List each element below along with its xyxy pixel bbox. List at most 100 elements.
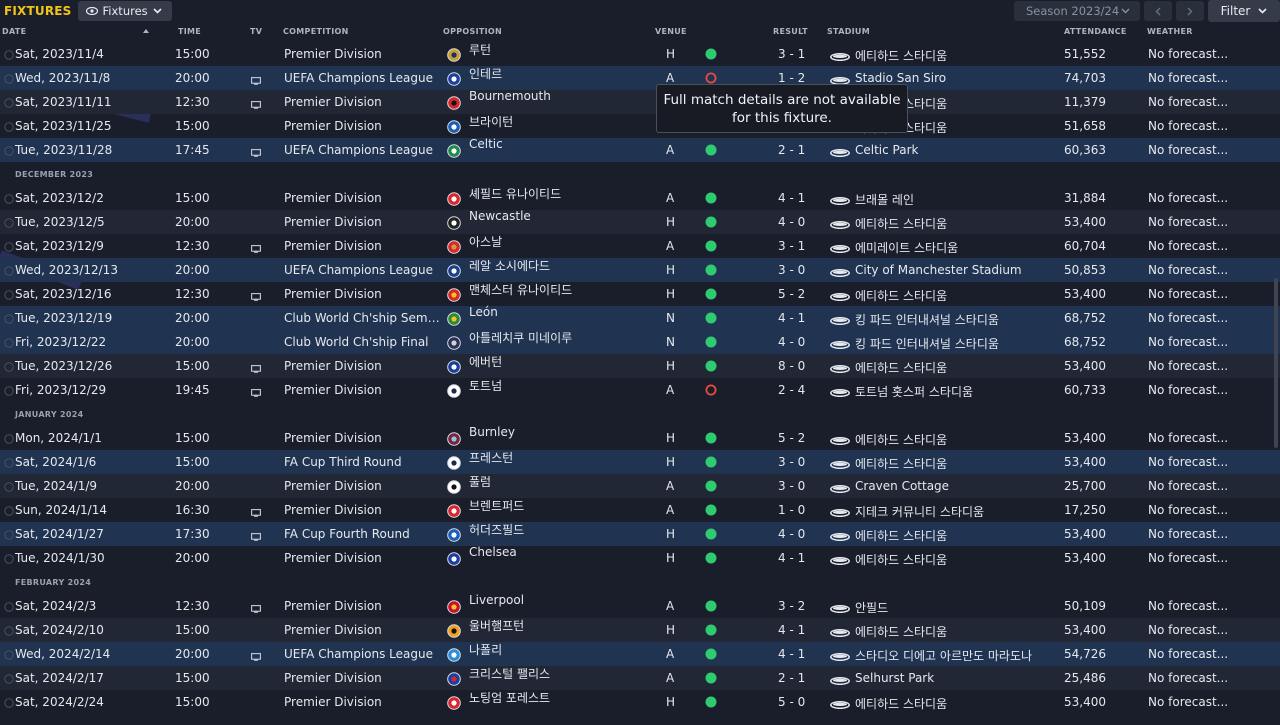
result[interactable]: 3 - 0 — [778, 479, 806, 493]
competition-link[interactable]: Premier Division — [284, 95, 382, 109]
result[interactable]: 1 - 2 — [778, 71, 806, 85]
opposition-link[interactable]: 루턴 — [469, 43, 492, 57]
result[interactable]: 3 - 0 — [778, 263, 806, 277]
opposition-link[interactable]: 노팅엄 포레스트 — [469, 691, 551, 705]
result[interactable]: 5 - 0 — [778, 695, 806, 709]
competition-link[interactable]: Premier Division — [284, 191, 382, 205]
stadium-link[interactable]: Craven Cottage — [855, 479, 950, 493]
previous-season-button[interactable] — [1144, 1, 1172, 21]
competition-link[interactable]: Premier Division — [284, 479, 382, 493]
stadium-link[interactable]: 에티하드 스타디움 — [855, 289, 948, 303]
column-date[interactable]: DATE — [2, 27, 27, 36]
opposition-link[interactable]: 아틀레치쿠 미네이루 — [469, 331, 573, 345]
stadium-link[interactable]: 브래몰 레인 — [855, 193, 915, 207]
competition-link[interactable]: Premier Division — [284, 503, 382, 517]
competition-link[interactable]: Premier Division — [284, 431, 382, 445]
stadium-link[interactable]: 스타디오 디에고 아르만도 마라도나 — [855, 649, 1033, 663]
table-row[interactable]: Sun, 2024/1/14 16:30 Premier Division 브렌트퍼드… — [0, 498, 1280, 522]
table-row[interactable]: Wed, 2023/11/8 20:00 UEFA Champions League… — [0, 66, 1280, 90]
stadium-link[interactable]: 토트넘 홋스퍼 스타디움 — [855, 385, 974, 399]
opposition-link[interactable]: 브렌트퍼드 — [469, 499, 525, 513]
result[interactable]: 4 - 1 — [778, 191, 806, 205]
result[interactable]: 4 - 0 — [778, 215, 806, 229]
result[interactable]: 4 - 1 — [778, 311, 806, 325]
result[interactable]: 3 - 1 — [778, 47, 806, 61]
stadium-link[interactable]: 에미레이트 스타디움 — [855, 241, 959, 255]
competition-link[interactable]: Premier Division — [284, 239, 382, 253]
table-row[interactable]: Sat, 2023/12/16 12:30 Premier Division 맨체스터… — [0, 282, 1280, 306]
competition-link[interactable]: UEFA Champions League — [284, 263, 433, 277]
column-competition[interactable]: COMPETITION — [283, 27, 349, 36]
table-row[interactable]: Fri, 2023/12/29 19:45 Premier Division 토트넘 A… — [0, 378, 1280, 402]
opposition-link[interactable]: Chelsea — [469, 545, 517, 559]
result[interactable]: 3 - 1 — [778, 239, 806, 253]
opposition-link[interactable]: 프레스턴 — [469, 451, 514, 465]
filter-button[interactable]: Filter — [1208, 0, 1280, 22]
stadium-link[interactable]: 안필드 — [855, 601, 889, 615]
stadium-link[interactable]: 에티하드 스타디움 — [855, 217, 948, 231]
competition-link[interactable]: Premier Division — [284, 623, 382, 637]
opposition-link[interactable]: Liverpool — [469, 593, 525, 607]
competition-link[interactable]: FA Cup Third Round — [284, 455, 402, 469]
opposition-link[interactable]: 울버햄프턴 — [469, 619, 525, 633]
opposition-link[interactable]: 셰필드 유나이티드 — [469, 187, 562, 201]
table-row[interactable]: Sat, 2023/11/4 15:00 Premier Division 루턴 H 3 … — [0, 42, 1280, 66]
opposition-link[interactable]: Burnley — [469, 425, 515, 439]
stadium-link[interactable]: City of Manchester Stadium — [855, 263, 1022, 277]
opposition-link[interactable]: 에버턴 — [469, 355, 503, 369]
table-row[interactable]: Tue, 2023/12/5 20:00 Premier Division Newca… — [0, 209, 1280, 234]
table-row[interactable]: Sat, 2023/11/11 12:30 Premier Division Bour… — [0, 89, 1280, 114]
column-stadium[interactable]: STADIUM — [827, 27, 870, 36]
column-opposition[interactable]: OPPOSITION — [443, 27, 502, 36]
opposition-link[interactable]: 크리스털 팰리스 — [469, 667, 551, 681]
column-venue[interactable]: VENUE — [655, 27, 687, 36]
result[interactable]: 4 - 0 — [778, 335, 806, 349]
result[interactable]: 4 - 1 — [778, 623, 806, 637]
stadium-link[interactable]: 킹 파드 인터내셔널 스타디움 — [855, 337, 999, 351]
competition-link[interactable]: Club World Ch'ship Semi-Final — [284, 311, 442, 325]
stadium-link[interactable]: 에티하드 스타디움 — [855, 625, 948, 639]
competition-link[interactable]: Premier Division — [284, 119, 382, 133]
column-time[interactable]: TIME — [178, 27, 202, 36]
competition-link[interactable]: Premier Division — [284, 359, 382, 373]
opposition-link[interactable]: 나폴리 — [469, 643, 503, 657]
competition-link[interactable]: Premier Division — [284, 551, 382, 565]
opposition-link[interactable]: 맨체스터 유나이티드 — [469, 283, 573, 297]
competition-link[interactable]: Club World Ch'ship Final — [284, 335, 429, 349]
column-tv[interactable]: TV — [250, 27, 263, 36]
stadium-link[interactable]: 에티하드 스타디움 — [855, 697, 948, 711]
competition-link[interactable]: Premier Division — [284, 215, 382, 229]
opposition-link[interactable]: 브라이턴 — [469, 115, 514, 129]
column-attendance[interactable]: ATTENDANCE — [1064, 27, 1127, 36]
competition-link[interactable]: UEFA Champions League — [284, 71, 433, 85]
stadium-link[interactable]: 킹 파드 인터내셔널 스타디움 — [855, 313, 999, 327]
table-row[interactable]: Sat, 2023/12/2 15:00 Premier Division 셰필드 유… — [0, 186, 1280, 210]
table-row[interactable]: Mon, 2024/1/1 15:00 Premier Division Burnle… — [0, 425, 1280, 450]
competition-link[interactable]: Premier Division — [284, 47, 382, 61]
competition-link[interactable]: Premier Division — [284, 287, 382, 301]
result[interactable]: 4 - 1 — [778, 647, 806, 661]
competition-link[interactable]: Premier Division — [284, 383, 382, 397]
stadium-link[interactable]: 에티하드 스타디움 — [855, 433, 948, 447]
result[interactable]: 4 - 0 — [778, 527, 806, 541]
result[interactable]: 5 - 2 — [778, 431, 806, 445]
column-weather[interactable]: WEATHER — [1147, 27, 1193, 36]
result[interactable]: 2 - 1 — [778, 671, 806, 685]
table-row[interactable]: Tue, 2023/11/28 17:45 UEFA Champions Leagu… — [0, 137, 1280, 162]
stadium-link[interactable]: 에티하드 스타디움 — [855, 49, 948, 63]
table-row[interactable]: Sat, 2024/2/3 12:30 Premier Division Liverp… — [0, 593, 1280, 618]
season-selector[interactable]: Season 2023/24 — [1014, 1, 1140, 21]
opposition-link[interactable]: Bournemouth — [469, 89, 551, 103]
result[interactable]: 3 - 0 — [778, 455, 806, 469]
result[interactable]: 8 - 0 — [778, 359, 806, 373]
result[interactable]: 3 - 2 — [778, 599, 806, 613]
table-row[interactable]: Sat, 2024/1/27 17:30 FA Cup Fourth Round 허더… — [0, 522, 1280, 546]
result[interactable]: 2 - 1 — [778, 143, 806, 157]
result[interactable]: 4 - 1 — [778, 551, 806, 565]
opposition-link[interactable]: 풀럼 — [469, 475, 492, 489]
stadium-link[interactable]: 에티하드 스타디움 — [855, 553, 948, 567]
competition-link[interactable]: UEFA Champions League — [284, 647, 433, 661]
column-result[interactable]: RESULT — [773, 27, 808, 36]
table-row[interactable]: Tue, 2024/1/30 20:00 Premier Division Chels… — [0, 545, 1280, 570]
opposition-link[interactable]: Newcastle — [469, 209, 531, 223]
